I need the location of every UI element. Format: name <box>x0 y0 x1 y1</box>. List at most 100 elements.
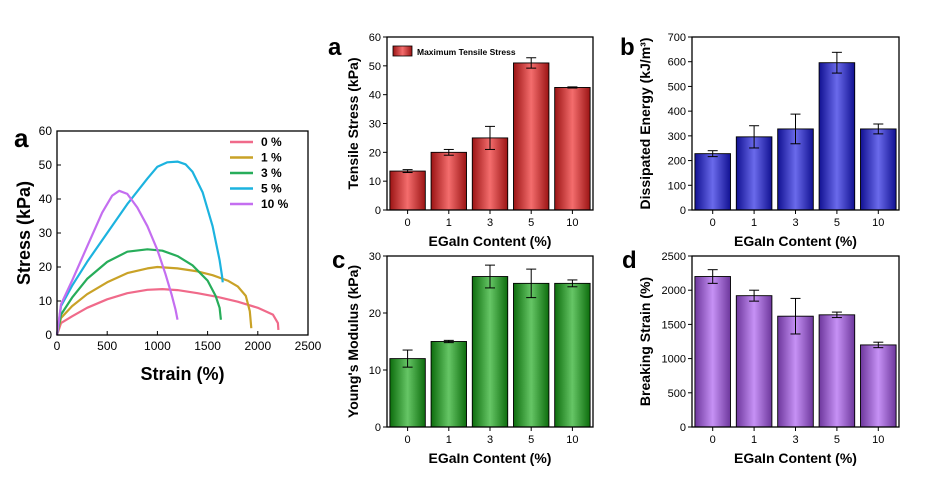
y-tick-label: 10 <box>39 294 53 308</box>
plot-frame <box>691 255 900 428</box>
plot-frame <box>691 36 900 211</box>
series-line-10-pct <box>55 189 179 336</box>
x-tick-label: 1 <box>446 434 452 446</box>
y-tick-label: 60 <box>369 32 381 44</box>
legend-label: Maximum Tensile Stress <box>417 47 516 57</box>
x-tick-label: 3 <box>487 217 493 229</box>
x-tick-label: 1000 <box>144 339 171 353</box>
legend-swatch <box>392 45 413 57</box>
legend-label: 5 % <box>261 182 282 196</box>
x-tick-label: 5 <box>834 217 840 229</box>
breaking-strain-panel: 0 1 3 5 10 0 500 1000 1500 2000 2500 EGaIn Content … <box>622 247 900 466</box>
y-tick-label: 20 <box>369 147 381 159</box>
x-tick-label: 5 <box>834 434 840 446</box>
y-tick-label: 30 <box>369 251 381 263</box>
x-tick-label: 3 <box>487 434 493 446</box>
y-axis-label: Young's Modulus (kPa) <box>345 265 361 418</box>
legend-label: 0 % <box>261 135 282 149</box>
y-tick-label: 40 <box>39 192 53 206</box>
x-tick-label: 0 <box>405 434 411 446</box>
x-tick-label: 10 <box>872 217 884 229</box>
y-tick-label: 2000 <box>662 285 686 297</box>
legend-label: 1 % <box>261 151 282 165</box>
panel-label: a <box>14 123 29 153</box>
y-tick-label: 300 <box>668 131 686 143</box>
y-tick-label: 100 <box>668 180 686 192</box>
x-tick-label: 3 <box>792 434 798 446</box>
x-axis-label: EGaIn Content (%) <box>734 450 857 466</box>
series-line-1-pct <box>55 265 253 336</box>
bar-3 <box>471 276 509 428</box>
bar-1 <box>430 341 467 428</box>
y-tick-label: 1500 <box>662 319 686 331</box>
legend: 0 % 1 %3 % 5 %10 % <box>230 135 289 211</box>
series-line-5-pct <box>55 160 224 336</box>
bar-1 <box>735 295 773 428</box>
x-tick-label: 2500 <box>295 339 322 353</box>
x-tick-label: 5 <box>528 217 534 229</box>
x-tick-label: 0 <box>54 339 61 353</box>
y-tick-label: 20 <box>39 260 53 274</box>
x-tick-label: 0 <box>710 434 716 446</box>
series-line-3-pct <box>55 248 222 336</box>
legend-label: 10 % <box>261 197 289 211</box>
y-tick-label: 60 <box>39 124 53 138</box>
x-axis-label: EGaIn Content (%) <box>429 233 552 249</box>
panel-label: b <box>620 34 635 61</box>
panel-label: a <box>328 34 342 61</box>
x-tick-label: 10 <box>566 434 578 446</box>
y-tick-label: 500 <box>668 81 686 93</box>
bar-0 <box>389 358 426 428</box>
y-tick-label: 50 <box>39 158 53 172</box>
y-tick-label: 500 <box>668 388 686 400</box>
bar-5 <box>513 62 550 211</box>
x-tick-label: 1 <box>446 217 452 229</box>
y-tick-label: 0 <box>375 205 381 217</box>
y-tick-label: 20 <box>369 308 381 320</box>
y-tick-label: 200 <box>668 156 686 168</box>
panel-label: c <box>332 247 345 274</box>
y-tick-label: 50 <box>369 61 381 73</box>
x-tick-label: 1 <box>751 434 757 446</box>
x-tick-label: 10 <box>566 217 578 229</box>
x-axis-label: EGaIn Content (%) <box>734 233 857 249</box>
x-tick-label: 0 <box>710 217 716 229</box>
x-axis-label: Strain (%) <box>140 364 224 384</box>
y-tick-label: 400 <box>668 106 686 118</box>
y-tick-label: 30 <box>369 119 381 131</box>
y-tick-label: 0 <box>680 205 686 217</box>
bar-1 <box>430 151 467 211</box>
bar-10 <box>554 87 591 211</box>
y-axis-label: Stress (kPa) <box>14 181 34 285</box>
y-tick-label: 700 <box>668 32 686 44</box>
bar-10 <box>860 128 897 211</box>
y-tick-label: 40 <box>369 90 381 102</box>
bar-0 <box>389 170 426 211</box>
panel-label: d <box>622 247 637 274</box>
x-tick-label: 5 <box>528 434 534 446</box>
y-tick-label: 30 <box>39 226 53 240</box>
y-tick-label: 600 <box>668 57 686 69</box>
y-axis-label: Breaking Strain (%) <box>637 277 653 406</box>
plot-frame <box>386 255 594 428</box>
x-tick-label: 3 <box>792 217 798 229</box>
y-tick-label: 10 <box>369 365 381 377</box>
bar-0 <box>694 276 731 428</box>
bar-10 <box>860 344 897 428</box>
x-tick-label: 1 <box>751 217 757 229</box>
x-tick-label: 1500 <box>194 339 221 353</box>
y-tick-label: 0 <box>680 422 686 434</box>
tensile-stress-panel: 0 1 3 5 10 0 10 20 30 40 50 60 EGaIn Content (%) Tens… <box>328 32 594 249</box>
y-tick-label: 0 <box>45 328 52 342</box>
y-axis-label: Dissipated Energy (kJ/m³) <box>637 38 653 210</box>
y-tick-label: 0 <box>375 422 381 434</box>
bar-10 <box>554 282 591 428</box>
x-tick-label: 0 <box>405 217 411 229</box>
x-tick-label: 500 <box>97 339 117 353</box>
y-tick-label: 10 <box>369 176 381 188</box>
bar-5 <box>513 282 550 428</box>
y-axis-label: Tensile Stress (kPa) <box>345 57 361 189</box>
stress-strain-panel: 0 500 1000 1500 2000 2500 0 10 20 30 40 50 60 Strain … <box>14 123 322 384</box>
